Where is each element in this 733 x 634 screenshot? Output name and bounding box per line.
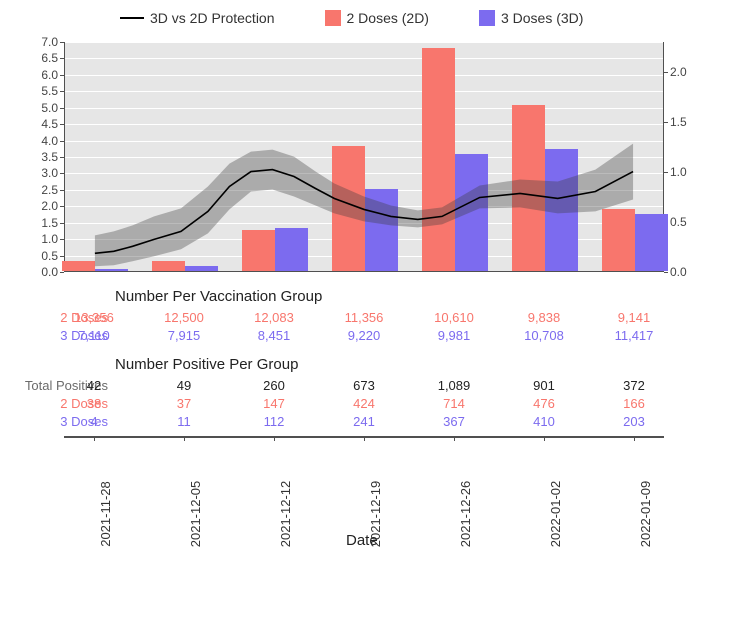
x-tick [184,436,185,441]
y-right-tick: 2.0 [670,65,687,79]
table-cell: 10,610 [415,310,493,325]
table-cell: 714 [415,396,493,411]
y-left-tick: 2.5 [41,183,58,197]
legend: 3D vs 2D Protection 2 Doses (2D) 3 Doses (… [120,8,693,28]
table-cell: 11 [145,414,223,429]
table-cell: 13,356 [55,310,133,325]
x-tick [274,436,275,441]
table-cell: 476 [505,396,583,411]
table-cell: 410 [505,414,583,429]
table-title: Number Per Vaccination Group [115,288,322,305]
x-tick-label: 2021-12-26 [458,481,473,548]
table-cell: 166 [595,396,673,411]
x-axis-title: Date [346,532,378,549]
x-tick-label: 2022-01-02 [548,481,563,548]
x-tick-label: 2021-11-28 [98,481,113,547]
legend-bar-label: 2 Doses (2D) [347,10,429,26]
x-tick [364,436,365,441]
legend-line-swatch [120,17,144,19]
y-left-tick: 3.0 [41,166,58,180]
y-left-tick: 1.0 [41,232,58,246]
gridline [65,272,663,273]
table-cell: 372 [595,378,673,393]
table-cell: 10,708 [505,328,583,343]
table-cell: 11,417 [595,328,673,343]
y-right-tick: 0.5 [670,215,687,229]
table-cell: 9,838 [505,310,583,325]
table-cell: 9,981 [415,328,493,343]
table-cell: 673 [325,378,403,393]
x-tick-label: 2021-12-05 [188,481,203,548]
y-right-tick: 0.0 [670,265,687,279]
table-cell: 112 [235,414,313,429]
y-left-tick: 2.0 [41,199,58,213]
x-tick [544,436,545,441]
table-cell: 7,110 [55,328,133,343]
confidence-band [95,144,633,267]
table-cell: 9,220 [325,328,403,343]
x-tick [634,436,635,441]
y-left-tick: 1.5 [41,216,58,230]
table-cell: 7,915 [145,328,223,343]
table-cell: 4 [55,414,133,429]
table-cell: 11,356 [325,310,403,325]
x-tick [454,436,455,441]
rate-ratio-line [65,42,663,271]
table-title: Number Positive Per Group [115,356,298,373]
table-cell: 8,451 [235,328,313,343]
legend-line-label: 3D vs 2D Protection [150,10,275,26]
table-cell: 260 [235,378,313,393]
y-left-tick: 0.0 [41,265,58,279]
y-right-tick: 1.5 [670,115,687,129]
y-left-tick: 3.5 [41,150,58,164]
table-cell: 9,141 [595,310,673,325]
legend-box-swatch [325,10,341,26]
y-left-tick: 7.0 [41,35,58,49]
y-left-tick: 5.5 [41,84,58,98]
table-cell: 38 [55,396,133,411]
table-cell: 203 [595,414,673,429]
table-cell: 12,083 [235,310,313,325]
legend-item-bar: 2 Doses (2D) [325,10,429,26]
table-cell: 367 [415,414,493,429]
chart-panel [64,42,664,272]
table-cell: 12,500 [145,310,223,325]
table-cell: 241 [325,414,403,429]
legend-box-swatch [479,10,495,26]
table-cell: 42 [55,378,133,393]
x-tick [94,436,95,441]
table-cell: 49 [145,378,223,393]
y-left-tick: 5.0 [41,101,58,115]
y-left-tick: 4.5 [41,117,58,131]
table-cell: 37 [145,396,223,411]
y-left-tick: 6.0 [41,68,58,82]
table-cell: 147 [235,396,313,411]
y-right-tick: 1.0 [670,165,687,179]
y-right-ticks: 0.00.51.01.52.0 [666,42,716,272]
y-left-tick: 4.0 [41,134,58,148]
table-cell: 901 [505,378,583,393]
y-left-tick: 6.5 [41,51,58,65]
x-tick-label: 2021-12-12 [278,481,293,548]
y-left-tick: 0.5 [41,249,58,263]
legend-item-bar: 3 Doses (3D) [479,10,583,26]
table-cell: 1,089 [415,378,493,393]
legend-bar-label: 3 Doses (3D) [501,10,583,26]
table-cell: 424 [325,396,403,411]
y-left-ticks: 0.00.51.01.52.02.53.03.54.04.55.05.56.06… [0,42,62,272]
x-tick-label: 2022-01-09 [638,481,653,548]
legend-item-line: 3D vs 2D Protection [120,10,275,26]
